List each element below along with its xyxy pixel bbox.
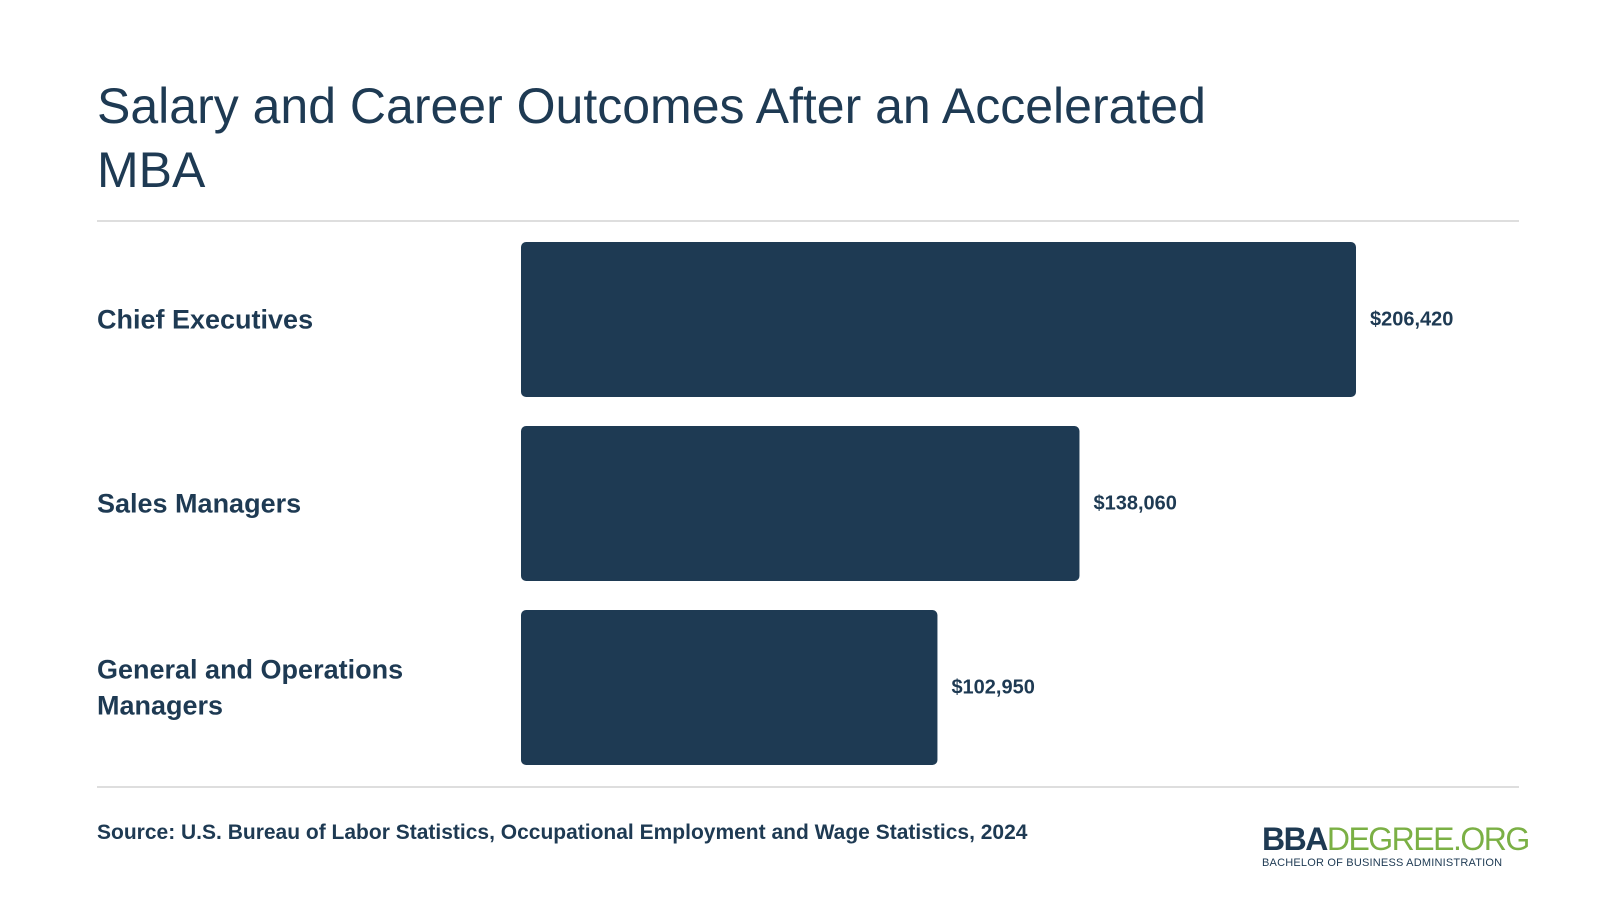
top-divider bbox=[97, 220, 1519, 222]
logo-wordmark: BBADEGREE.ORG bbox=[1262, 821, 1530, 857]
category-label-2: General and Operations Managers bbox=[97, 655, 403, 721]
value-label-1: $138,060 bbox=[1093, 493, 1176, 515]
value-label-2: $102,950 bbox=[951, 677, 1034, 699]
logo-bold-text: BBA bbox=[1262, 821, 1328, 857]
bbadegree-logo: BBADEGREE.ORG BACHELOR OF BUSINESS ADMIN… bbox=[1262, 821, 1530, 872]
bar-0 bbox=[521, 242, 1356, 397]
logo-light-text: DEGREE.ORG bbox=[1326, 821, 1530, 857]
bar-2 bbox=[521, 610, 938, 765]
page-title: Salary and Career Outcomes After an Acce… bbox=[97, 78, 1206, 198]
category-label-0: Chief Executives bbox=[97, 305, 313, 335]
value-label-0: $206,420 bbox=[1370, 309, 1453, 331]
category-label-1: Sales Managers bbox=[97, 489, 301, 519]
bar-1 bbox=[521, 426, 1080, 581]
source-note: Source: U.S. Bureau of Labor Statistics,… bbox=[97, 821, 1028, 844]
logo-tagline: BACHELOR OF BUSINESS ADMINISTRATION bbox=[1262, 857, 1503, 869]
bottom-divider bbox=[97, 786, 1519, 788]
